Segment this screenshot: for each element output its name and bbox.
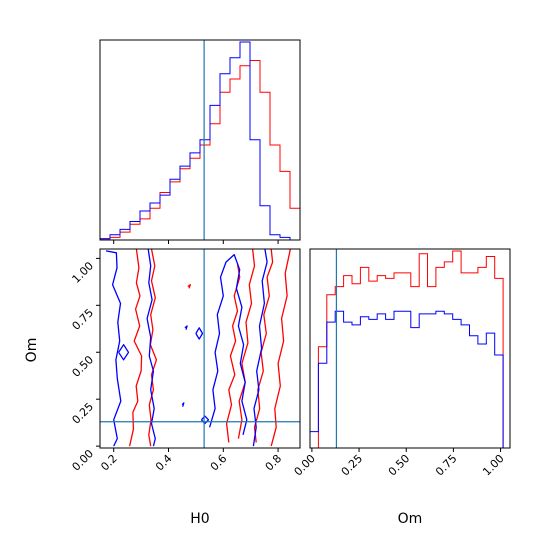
contour-blue-1 xyxy=(146,249,156,447)
h0-x-tick-label-3: 0.8 xyxy=(263,452,285,474)
om-y-tick-label-4: 1.00 xyxy=(70,259,97,286)
hist-h0-series-blue xyxy=(99,41,300,241)
hist-om-frame xyxy=(309,248,511,449)
om-x-tick-label-3: 0.75 xyxy=(433,452,460,479)
contour-blue-0 xyxy=(105,250,122,447)
om-x-tick-label-4: 1.00 xyxy=(480,452,507,479)
contour-blue-7 xyxy=(181,402,185,407)
contour-red-2 xyxy=(225,263,241,443)
contour-blue-5 xyxy=(184,325,188,330)
om-y-tick-label-1: 0.25 xyxy=(70,400,97,427)
x-axis-label-om: Om xyxy=(398,511,423,527)
contour-red-6 xyxy=(187,284,192,289)
om-y-tick-label-2: 0.50 xyxy=(70,353,97,380)
contour-red-0 xyxy=(128,249,143,447)
x-axis-label-h0: H0 xyxy=(190,511,209,527)
contour-blue-2 xyxy=(208,253,248,436)
contour-red-1 xyxy=(148,249,158,447)
h0-x-tick-label-0: 0.2 xyxy=(98,452,120,474)
om-x-tick-label-1: 0.25 xyxy=(339,452,366,479)
contour-blue-4 xyxy=(118,344,130,361)
h0-x-tick-label-2: 0.6 xyxy=(208,452,230,474)
hist-om-series-blue xyxy=(310,310,510,448)
contour-blue-6 xyxy=(195,327,204,340)
contour-blue-3 xyxy=(252,249,268,447)
y-axis-label-om: Om xyxy=(24,338,40,363)
hist-om-series-red xyxy=(310,250,510,448)
om-x-tick-label-2: 0.50 xyxy=(386,452,413,479)
contour-red-5 xyxy=(270,249,292,447)
contour-red-4 xyxy=(253,249,274,443)
contour-blue-8 xyxy=(200,415,210,425)
contour-frame xyxy=(99,248,301,449)
om-x-tick-label-0: 0.00 xyxy=(291,452,318,479)
contour-panel: 0.2 0.4 0.6 0.8 0.00 0.25 0.50 0.75 1.00 H0 Om xyxy=(24,248,301,527)
h0-x-tick-label-1: 0.4 xyxy=(153,452,175,474)
hist-om-panel: 0.00 0.25 0.50 0.75 1.00 Om xyxy=(291,248,511,527)
hist-h0-frame xyxy=(99,39,301,241)
hist-h0-panel xyxy=(99,39,301,244)
om-y-tick-label-3: 0.75 xyxy=(70,306,97,333)
contour-red-3 xyxy=(237,249,256,439)
om-y-tick-label-0: 0.00 xyxy=(70,447,97,474)
